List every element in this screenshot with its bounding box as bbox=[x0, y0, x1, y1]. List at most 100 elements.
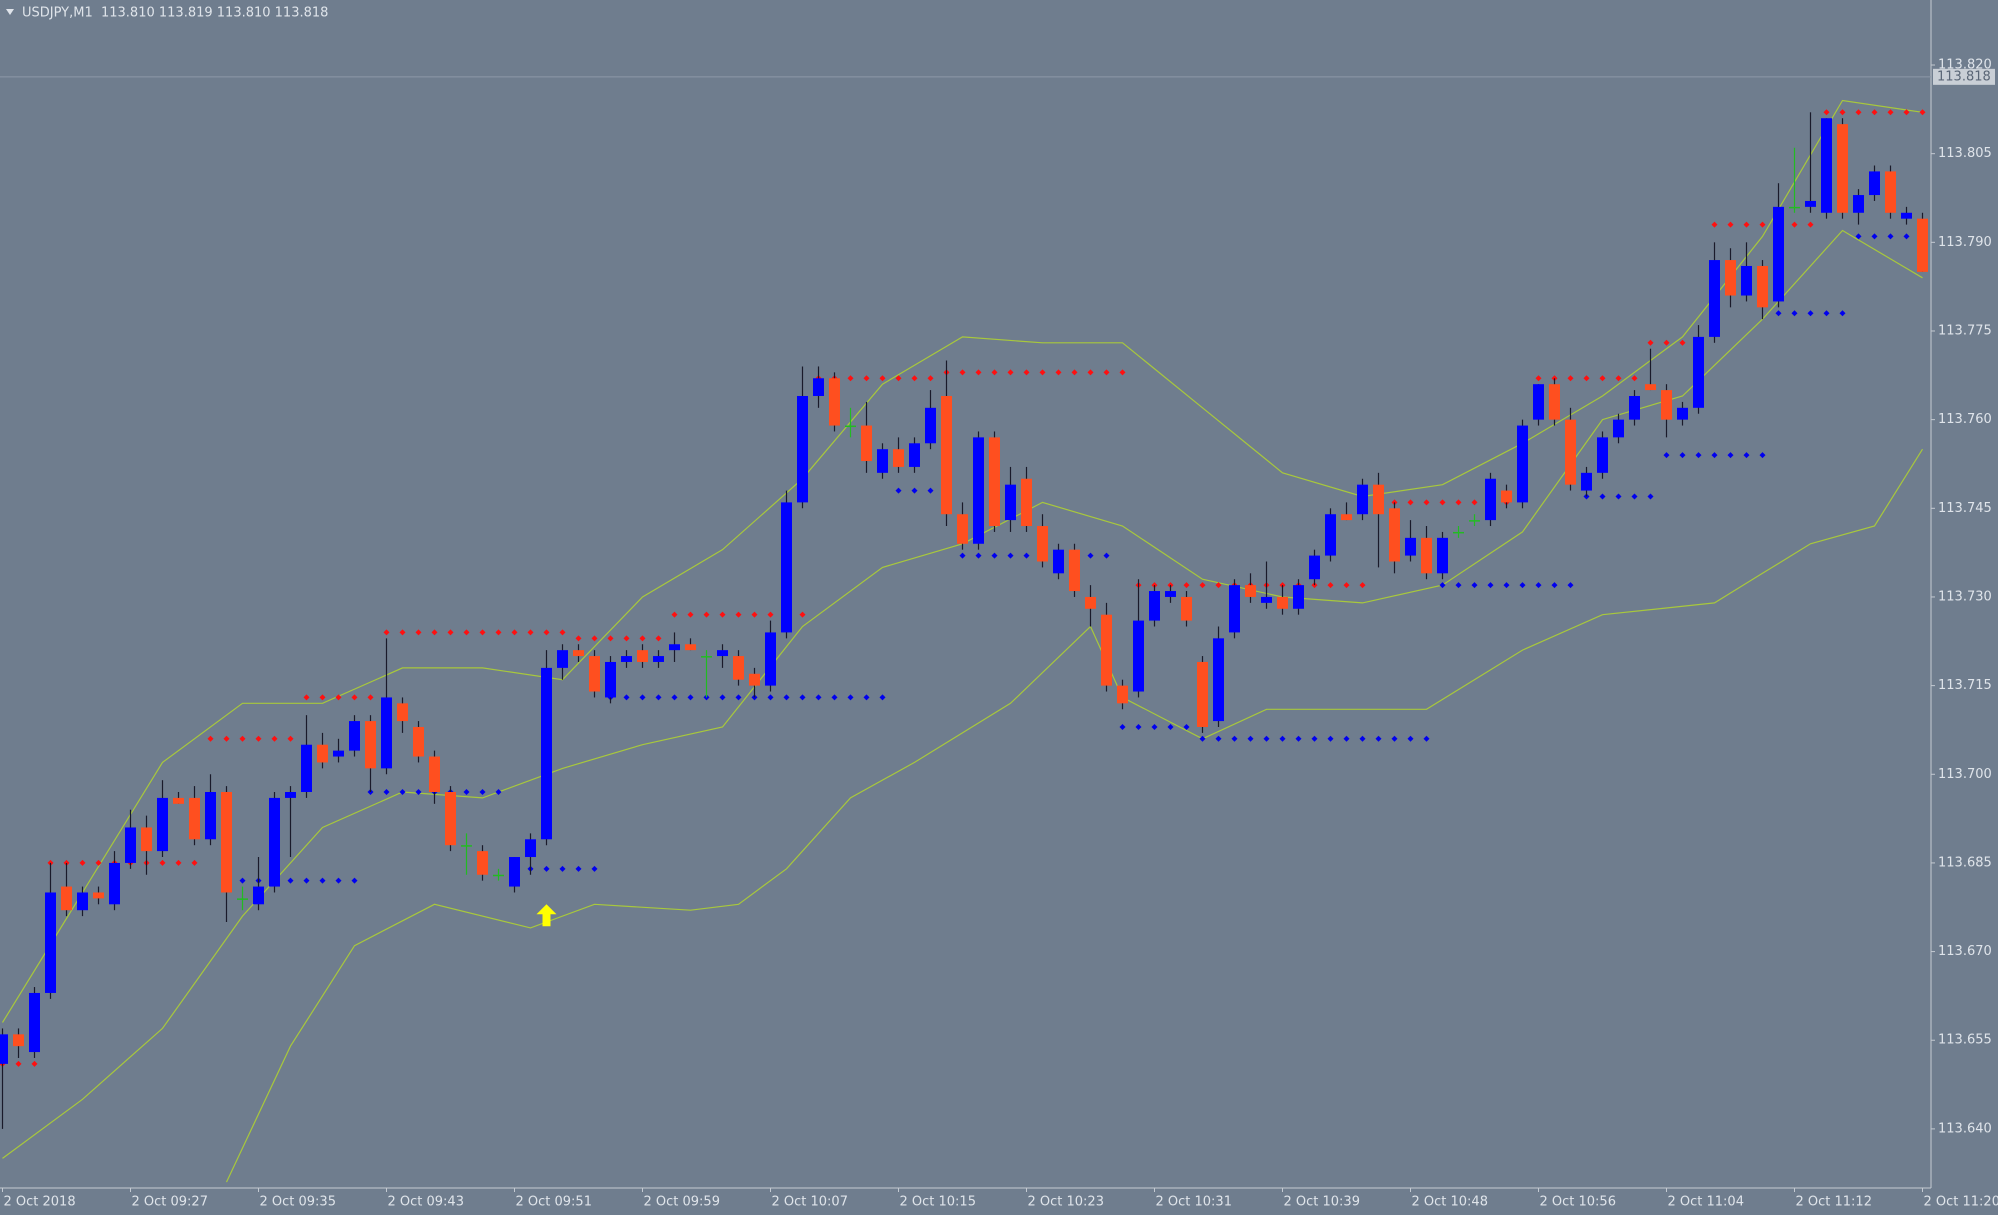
level-dot bbox=[783, 694, 790, 701]
candle-body bbox=[781, 502, 792, 633]
candle-body bbox=[1133, 620, 1144, 692]
candle-body bbox=[1389, 508, 1400, 562]
level-dot bbox=[959, 369, 966, 376]
candle-body bbox=[1309, 555, 1320, 580]
candle-body bbox=[1565, 419, 1576, 485]
candle-body bbox=[541, 667, 552, 840]
y-tick-label: 113.700 bbox=[1938, 767, 1992, 782]
level-dot bbox=[1663, 452, 1670, 459]
level-dot bbox=[991, 552, 998, 559]
candle-body bbox=[1405, 537, 1416, 556]
level-dot bbox=[991, 369, 998, 376]
level-dot bbox=[1455, 499, 1462, 506]
level-dot bbox=[95, 859, 102, 866]
candle-body bbox=[1085, 596, 1096, 609]
candle-body bbox=[733, 656, 744, 680]
level-dot bbox=[351, 694, 358, 701]
y-tick-label: 113.730 bbox=[1938, 589, 1992, 604]
candle-body bbox=[573, 650, 584, 657]
level-dot bbox=[367, 694, 374, 701]
level-dot bbox=[1471, 499, 1478, 506]
level-dot bbox=[1423, 735, 1430, 742]
level-dot bbox=[1023, 369, 1030, 376]
candle-body bbox=[1197, 661, 1208, 727]
candle-body bbox=[685, 644, 696, 651]
candle-body bbox=[253, 886, 264, 905]
level-dot bbox=[847, 694, 854, 701]
level-dot bbox=[463, 629, 470, 636]
level-dot bbox=[1871, 109, 1878, 116]
level-dot bbox=[1887, 109, 1894, 116]
level-dot bbox=[159, 859, 166, 866]
candle-body bbox=[237, 898, 248, 900]
level-dot bbox=[1503, 582, 1510, 589]
y-tick-label: 113.685 bbox=[1938, 855, 1992, 870]
chart-header: USDJPY,M1 113.810 113.819 113.810 113.81… bbox=[22, 6, 328, 21]
level-dot bbox=[1759, 221, 1766, 228]
level-dot bbox=[335, 694, 342, 701]
level-dot bbox=[1679, 339, 1686, 346]
level-dot bbox=[1391, 735, 1398, 742]
candle-body bbox=[1053, 549, 1064, 574]
level-dot bbox=[1807, 221, 1814, 228]
candle-body bbox=[45, 892, 56, 993]
level-dot bbox=[1215, 582, 1222, 589]
candle-body bbox=[413, 726, 424, 757]
level-dot bbox=[751, 611, 758, 618]
level-dot bbox=[575, 635, 582, 642]
level-dot bbox=[879, 375, 886, 382]
level-dot bbox=[1679, 452, 1686, 459]
level-dot bbox=[767, 694, 774, 701]
candle-body bbox=[461, 845, 472, 847]
level-dot bbox=[1423, 499, 1430, 506]
level-dot bbox=[1183, 723, 1190, 730]
candle-body bbox=[845, 425, 856, 428]
level-dot bbox=[1183, 582, 1190, 589]
candle-body bbox=[1229, 585, 1240, 633]
level-dot bbox=[287, 877, 294, 884]
candle-body bbox=[1805, 200, 1816, 207]
level-dot bbox=[559, 865, 566, 872]
level-dot bbox=[527, 629, 534, 636]
candle-body bbox=[941, 396, 952, 515]
level-dot bbox=[1103, 369, 1110, 376]
current-price-label: 113.818 bbox=[1937, 69, 1991, 84]
candle-body bbox=[1069, 549, 1080, 592]
level-dot bbox=[1711, 221, 1718, 228]
level-dot bbox=[1743, 452, 1750, 459]
candle-body bbox=[957, 514, 968, 544]
level-dot bbox=[1103, 552, 1110, 559]
x-tick-label: 2 Oct 10:15 bbox=[900, 1195, 976, 1210]
x-tick-label: 2 Oct 10:31 bbox=[1156, 1195, 1232, 1210]
x-tick-label: 2 Oct 09:27 bbox=[132, 1195, 208, 1210]
level-dot bbox=[271, 735, 278, 742]
level-dot bbox=[319, 694, 326, 701]
level-dot bbox=[719, 611, 726, 618]
level-dot bbox=[1215, 735, 1222, 742]
candle-body bbox=[1421, 537, 1432, 574]
level-dot bbox=[1903, 233, 1910, 240]
level-dot bbox=[399, 629, 406, 636]
level-dot bbox=[383, 789, 390, 795]
level-dot bbox=[239, 735, 246, 742]
candle-body bbox=[701, 656, 712, 658]
level-dot bbox=[767, 611, 774, 618]
level-dot bbox=[1887, 233, 1894, 240]
level-dot bbox=[1295, 735, 1302, 742]
candle-body bbox=[1101, 614, 1112, 686]
level-dot bbox=[863, 694, 870, 701]
level-dot bbox=[543, 865, 550, 872]
candle-body bbox=[1261, 596, 1272, 603]
candle-body bbox=[1533, 384, 1544, 420]
level-dot bbox=[1919, 109, 1926, 116]
level-dot bbox=[1631, 375, 1638, 382]
level-dot bbox=[719, 694, 726, 701]
candle-body bbox=[1693, 336, 1704, 408]
candle-body bbox=[1117, 685, 1128, 704]
level-dot bbox=[1007, 552, 1014, 559]
level-dot bbox=[1695, 452, 1702, 459]
level-dot bbox=[591, 865, 598, 872]
level-dot bbox=[1535, 582, 1542, 589]
candle-body bbox=[1437, 537, 1448, 574]
candle-body bbox=[1629, 396, 1640, 420]
